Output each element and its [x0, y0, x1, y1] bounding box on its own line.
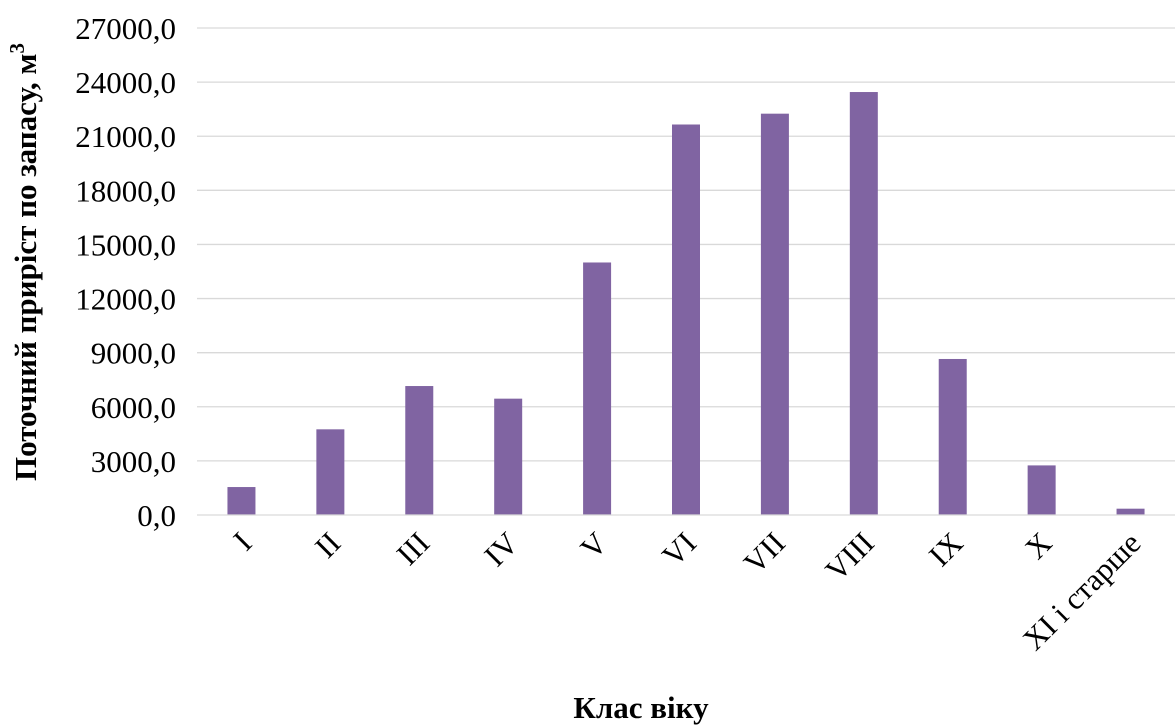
- bar: [760, 113, 789, 515]
- x-tick-label: VII: [737, 525, 792, 580]
- bar: [1027, 465, 1056, 515]
- x-tick-label: V: [573, 525, 614, 566]
- y-tick-label: 12000,0: [75, 282, 176, 317]
- bar: [849, 92, 878, 515]
- y-tick-label: 0,0: [137, 498, 176, 533]
- y-tick-label: 27000,0: [75, 11, 176, 46]
- x-axis-title: Клас віку: [573, 690, 709, 725]
- y-tick-label: 24000,0: [75, 65, 176, 100]
- bar: [405, 386, 434, 515]
- y-axis-tick-labels: 0,0 3000,0 6000,0 9000,0 12000,0 15000,0 18000…: [75, 11, 176, 533]
- bar: [227, 487, 256, 515]
- x-tick-label: X: [1018, 525, 1059, 566]
- bar: [494, 398, 523, 515]
- bar: [672, 124, 700, 516]
- y-tick-label: 21000,0: [75, 119, 176, 154]
- y-tick-label: 9000,0: [91, 336, 176, 371]
- x-axis-tick-labels: I II III IV V VI VII VIII IX XXI і старше: [226, 525, 1147, 657]
- x-tick-label: I: [226, 525, 258, 557]
- y-tick-label: 15000,0: [75, 227, 176, 262]
- bar: [583, 262, 612, 515]
- y-axis-title-text: Поточний приріст по запасу, м: [8, 54, 43, 481]
- bars: [227, 92, 1145, 516]
- x-tick-label: III: [390, 525, 437, 572]
- x-tick-label: II: [308, 525, 347, 564]
- y-tick-label: 3000,0: [91, 444, 176, 479]
- x-tick-label: VI: [655, 525, 703, 573]
- bar: [938, 358, 967, 515]
- y-axis-title-superscript: 3: [5, 43, 29, 54]
- bar: [316, 429, 345, 515]
- y-tick-label: 6000,0: [91, 390, 176, 425]
- x-tick-label: VIII: [818, 525, 880, 587]
- y-axis-title: Поточний приріст по запасу, м3: [5, 43, 43, 481]
- bar: [1116, 508, 1145, 515]
- y-tick-label: 18000,0: [75, 173, 176, 208]
- x-tick-label: IV: [477, 525, 525, 573]
- x-tick-label: IX: [922, 525, 970, 573]
